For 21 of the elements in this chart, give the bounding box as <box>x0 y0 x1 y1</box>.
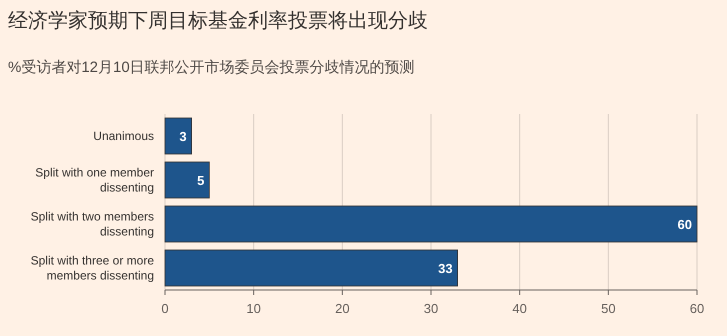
x-tick-label: 40 <box>512 301 527 316</box>
x-tick-label: 30 <box>424 301 438 316</box>
data-label: 5 <box>197 173 204 188</box>
data-label: 3 <box>179 129 187 144</box>
y-tick-label: Unanimous <box>93 129 154 143</box>
x-tick-label: 60 <box>690 301 704 316</box>
chart-subtitle: %受访者对12月10日联邦公开市场委员会投票分歧情况的预测 <box>8 59 415 76</box>
bar <box>164 162 210 198</box>
x-tick-label: 10 <box>246 301 261 316</box>
y-tick-label: Split with two members dissenting <box>30 210 154 238</box>
bar <box>164 206 698 242</box>
chart-title: 经济学家预期下周目标基金利率投票将出现分歧 <box>8 10 428 32</box>
y-tick-label: Split with three or more members dissenting <box>30 254 154 282</box>
data-label: 33 <box>438 261 453 276</box>
x-tick-label: 0 <box>161 301 169 316</box>
bar <box>164 250 458 286</box>
x-tick-label: 50 <box>601 301 616 316</box>
data-label: 60 <box>678 217 692 232</box>
bar <box>164 118 192 154</box>
x-tick-label: 20 <box>335 301 350 316</box>
y-tick-label: Split with one member dissenting <box>35 166 154 194</box>
